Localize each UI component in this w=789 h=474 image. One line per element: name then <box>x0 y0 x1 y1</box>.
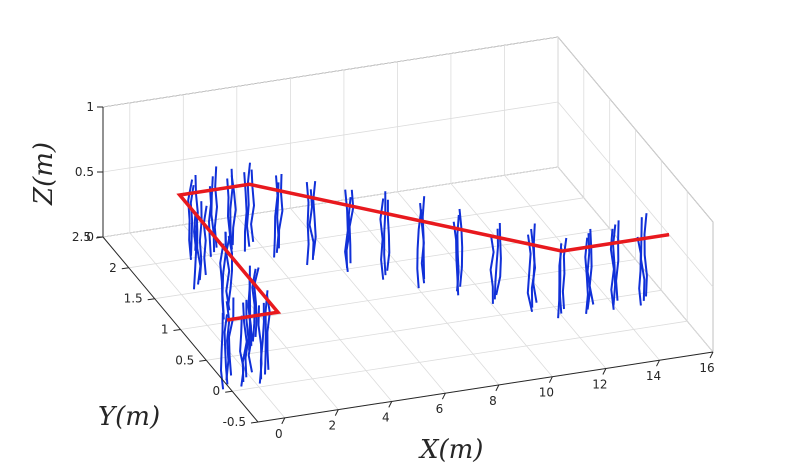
x-tick-label: 4 <box>382 410 390 424</box>
blue-stroke <box>643 213 648 297</box>
blue-stroke <box>584 237 589 314</box>
red-path-series <box>176 182 670 322</box>
y-tick-mark <box>225 390 233 393</box>
y-tick-mark <box>147 298 155 301</box>
blue-stroke <box>559 243 563 314</box>
blue-stroke <box>264 290 269 375</box>
x-tick-mark <box>281 417 286 425</box>
x-tick-mark <box>602 368 607 375</box>
blue-stroke <box>383 191 387 276</box>
blue-stroke <box>561 237 568 310</box>
y-tick-label: 0 <box>213 384 221 398</box>
floor-grid-y <box>206 289 662 361</box>
blue-stroke <box>265 293 271 370</box>
blue-stroke <box>246 162 251 247</box>
blue-stroke <box>312 180 317 256</box>
x-tick-mark <box>388 401 393 408</box>
sidewall-grid-z <box>557 166 714 353</box>
blue-stroke <box>225 301 231 381</box>
blue-stroke <box>416 209 423 289</box>
x-tick-label: 16 <box>699 361 714 375</box>
x-tick-label: 12 <box>592 378 607 392</box>
blue-stroke <box>253 267 260 337</box>
blue-stroke <box>250 169 255 243</box>
blue-stroke <box>213 166 218 248</box>
z-tick-label: 0.5 <box>75 165 94 179</box>
blue-stroke <box>275 182 280 253</box>
blue-stroke-series <box>187 162 648 390</box>
y-axis-label: Y(m) <box>98 402 160 432</box>
y-tick-label: 1.5 <box>124 292 143 306</box>
back-walls <box>102 36 714 353</box>
blue-stroke <box>189 184 195 256</box>
x-axis-label: X(m) <box>418 435 483 465</box>
x-tick-label: 14 <box>646 369 661 383</box>
blue-stroke <box>493 228 499 300</box>
blue-stroke <box>210 176 216 253</box>
blue-stroke <box>421 196 426 280</box>
x-tick-mark <box>709 351 714 359</box>
red-path-line <box>176 182 670 322</box>
blue-stroke <box>277 173 284 249</box>
backwall-grid-z <box>102 36 559 108</box>
blue-stroke <box>495 222 502 296</box>
blue-stroke <box>198 201 203 281</box>
y-tick-mark <box>173 329 181 331</box>
x-tick-label: 10 <box>539 386 554 400</box>
blue-stroke <box>640 217 646 301</box>
y-tick-label: -0.5 <box>223 415 246 429</box>
blue-stroke <box>305 182 310 266</box>
y-tick-mark <box>121 267 129 270</box>
front-axes <box>95 106 714 425</box>
floor-grid-y <box>232 320 688 392</box>
z-tick-label: 1 <box>86 100 94 114</box>
blue-stroke <box>194 174 199 251</box>
y-tick-mark <box>199 359 207 362</box>
blue-stroke <box>386 199 391 271</box>
y-tick-label: 0.5 <box>175 353 194 367</box>
x-tick-label: 6 <box>436 402 444 416</box>
y-tick-label: 1 <box>161 323 169 337</box>
x-tick-mark <box>656 359 660 367</box>
blue-stroke <box>244 299 250 378</box>
blue-stroke <box>202 205 208 276</box>
x-tick-label: 2 <box>328 419 336 433</box>
blue-stroke <box>224 178 231 255</box>
blue-stroke <box>228 297 235 376</box>
backwall-grid-z <box>102 101 559 173</box>
z-axis-label: Z(m) <box>29 142 59 206</box>
blue-stroke <box>456 214 460 292</box>
x-tick-label: 8 <box>489 394 497 408</box>
x-tick-mark <box>441 392 446 400</box>
z-tick-label: 0 <box>86 230 94 244</box>
y-tick-label: 2 <box>109 261 117 275</box>
blue-stroke <box>208 186 212 257</box>
blue-stroke <box>612 224 617 306</box>
x-axis-line <box>257 351 714 423</box>
sidewall-grid-z <box>557 101 714 288</box>
y-tick-mark <box>250 421 259 424</box>
blue-stroke <box>458 208 464 287</box>
blue-stroke <box>526 234 534 313</box>
y-tick-label: 2.5 <box>72 230 91 244</box>
x-tick-mark <box>548 376 553 383</box>
blue-stroke <box>588 228 595 305</box>
blue-stroke <box>220 312 225 390</box>
x-tick-mark <box>334 409 339 416</box>
x-tick-label: 0 <box>275 427 283 441</box>
blue-stroke <box>532 223 538 303</box>
sidewall-grid-z <box>557 36 714 223</box>
x-tick-mark <box>495 384 500 392</box>
blue-stroke <box>615 220 620 301</box>
blue-stroke <box>489 235 495 304</box>
blue-stroke <box>348 189 355 264</box>
blue-stroke <box>224 231 231 311</box>
blue-stroke <box>636 236 642 306</box>
